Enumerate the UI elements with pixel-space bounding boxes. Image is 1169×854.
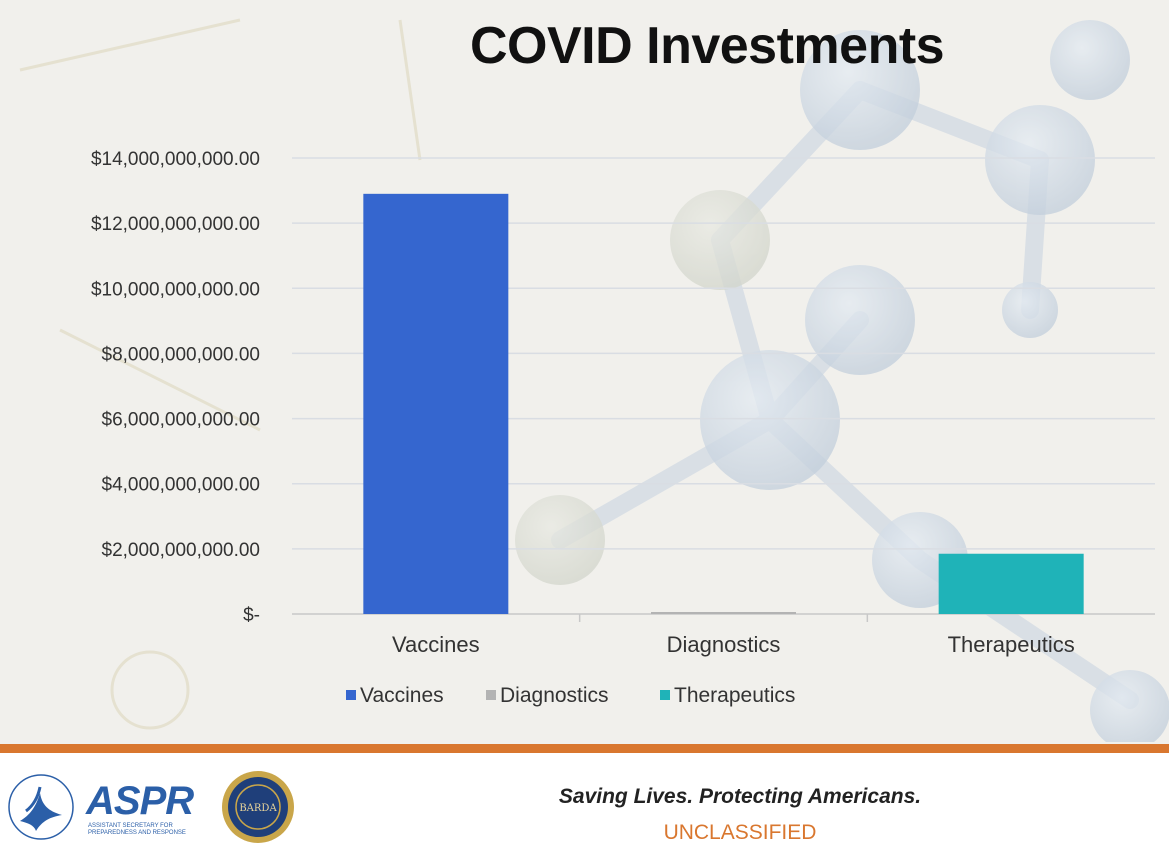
bar-diagnostics <box>651 612 796 614</box>
y-tick-label: $- <box>243 605 260 626</box>
y-tick-label: $12,000,000,000.00 <box>91 214 260 235</box>
x-tick-label: Diagnostics <box>667 632 781 657</box>
bar-vaccines <box>363 193 509 615</box>
legend-label: Vaccines <box>360 684 444 707</box>
hhs-eagle-logo-icon <box>8 774 74 840</box>
x-tick-label: Therapeutics <box>948 632 1075 657</box>
molecule-background <box>19 18 1169 742</box>
barda-seal-icon: BARDA <box>222 771 294 843</box>
tagline: Saving Lives. Protecting Americans. <box>558 785 922 808</box>
x-tick-label: Vaccines <box>392 632 480 657</box>
footer: ASPR Assistant Secretary for Preparednes… <box>0 753 1169 854</box>
legend-swatch <box>346 690 356 700</box>
chart-title: COVID Investments <box>470 17 945 75</box>
y-tick-label: $6,000,000,000.00 <box>102 410 261 431</box>
y-tick-label: $4,000,000,000.00 <box>102 475 261 496</box>
legend: Vaccines Diagnostics Therapeutics <box>346 684 795 707</box>
y-tick-label: $8,000,000,000.00 <box>102 344 261 365</box>
aspr-logo-subtext: Assistant Secretary for Preparedness and… <box>88 823 186 836</box>
y-axis-tick-labels: $- $2,000,000,000.00 $4,000,000,000.00 $6,0… <box>91 149 260 626</box>
bars <box>363 193 1084 615</box>
barda-seal-text: BARDA <box>239 803 277 814</box>
aspr-logo-text: ASPR <box>86 779 194 823</box>
x-axis-tick-labels: Vaccines Diagnostics Therapeutics <box>392 632 1075 657</box>
aspr-logo: ASPR Assistant Secretary for Preparednes… <box>86 779 216 839</box>
legend-label: Diagnostics <box>500 684 609 707</box>
legend-swatch <box>660 690 670 700</box>
y-tick-label: $10,000,000,000.00 <box>91 279 260 300</box>
legend-swatch <box>486 690 496 700</box>
footer-divider <box>0 744 1169 753</box>
y-tick-label: $2,000,000,000.00 <box>102 540 261 561</box>
classification-label: UNCLASSIFIED <box>663 821 817 844</box>
bar-therapeutics <box>938 553 1084 614</box>
y-tick-label: $14,000,000,000.00 <box>91 149 260 170</box>
bar-chart: $- $2,000,000,000.00 $4,000,000,000.00 $6,0… <box>91 149 1155 707</box>
legend-label: Therapeutics <box>674 684 795 707</box>
